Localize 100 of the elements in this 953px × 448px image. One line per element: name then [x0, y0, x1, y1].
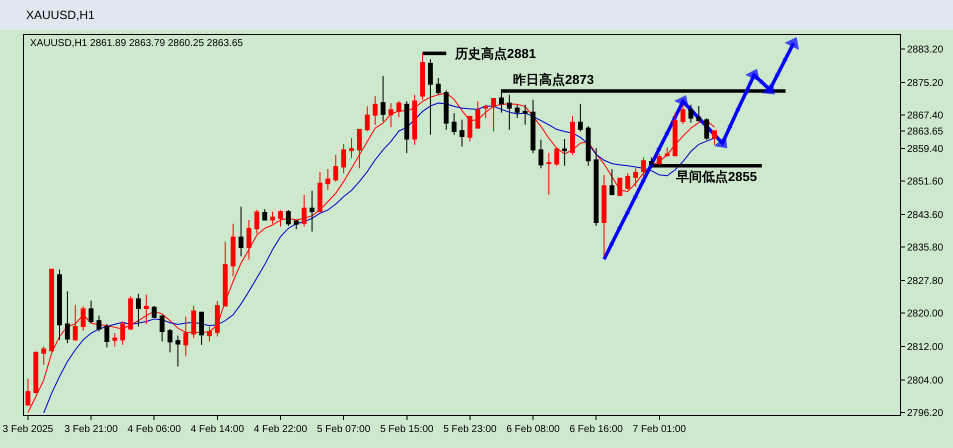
x-tick-label: 5 Feb 23:00: [443, 424, 498, 435]
candlestick: [238, 206, 244, 257]
y-tick-label: 2827.80: [907, 276, 944, 288]
candlestick: [428, 58, 433, 136]
candlestick: [530, 99, 536, 154]
candlestick: [538, 139, 544, 169]
candlestick: [562, 138, 568, 166]
candlestick: [286, 209, 291, 226]
candlestick: [506, 94, 512, 130]
candlestick: [246, 219, 252, 260]
candlestick: [380, 75, 386, 122]
candlestick: [610, 168, 614, 196]
candlestick: [664, 146, 670, 158]
y-tick-label: 2796.20: [907, 408, 944, 419]
candlestick: [680, 104, 686, 124]
candlestick: [349, 138, 354, 159]
x-tick-label: 5 Feb 15:00: [380, 424, 434, 435]
candlestick: [136, 293, 141, 327]
candlestick: [64, 290, 70, 344]
candlestick: [625, 172, 630, 190]
candlestick: [475, 100, 480, 130]
candlestick: [302, 194, 307, 228]
candlestick: [175, 335, 180, 368]
candlestick: [325, 168, 330, 190]
chart-title: XAUUSD,H1: [26, 8, 96, 22]
x-tick-label: 3 Feb 21:00: [64, 424, 118, 435]
candlestick: [341, 143, 346, 174]
y-tick-label: 2820.00: [907, 308, 944, 320]
candlestick: [372, 95, 378, 126]
candlestick: [404, 100, 410, 154]
candlestick: [120, 320, 126, 346]
chart-subtitle: XAUUSD,H1 2861.89 2863.79 2860.25 2863.65: [30, 38, 244, 49]
candlestick: [207, 326, 212, 342]
candlestick: [483, 104, 488, 119]
annotation: 昨日高点2873: [513, 72, 594, 87]
candlestick: [168, 328, 172, 353]
candlestick: [310, 190, 314, 232]
y-tick-label: 2875.20: [907, 78, 944, 90]
candlestick: [88, 300, 94, 324]
candlestick: [80, 306, 86, 332]
x-tick-label: 7 Feb 01:00: [632, 424, 686, 435]
candlestick: [594, 148, 599, 226]
candlestick: [294, 220, 299, 230]
candlestick: [318, 171, 322, 213]
candlestick: [128, 296, 133, 330]
candlestick: [333, 154, 338, 182]
x-tick-label: 3 Feb 2025: [2, 424, 54, 435]
annotation: 早间低点2855: [675, 169, 757, 184]
candlestick: [546, 152, 552, 196]
annotation: 历史高点2881: [454, 46, 536, 61]
candlestick: [467, 116, 472, 142]
candlestick: [656, 154, 662, 166]
candlestick: [270, 211, 276, 224]
x-tick-label: 5 Feb 07:00: [316, 424, 371, 435]
candlestick: [96, 315, 102, 332]
x-tick-label: 4 Feb 06:00: [128, 424, 182, 435]
candlestick: [460, 119, 464, 147]
point: [759, 79, 764, 84]
candlestick: [160, 314, 165, 342]
candlestick: [356, 128, 362, 169]
candlestick: [49, 268, 54, 352]
x-tick-label: 6 Feb 08:00: [506, 424, 560, 435]
candlestick: [617, 178, 622, 197]
candlestick: [444, 90, 449, 130]
y-tick-label: 2859.40: [907, 144, 944, 156]
candlestick: [602, 174, 606, 257]
candlestick: [57, 269, 62, 340]
candlestick: [222, 241, 228, 307]
candlestick: [214, 300, 220, 337]
candlestick: [152, 306, 157, 319]
candlestick: [144, 294, 149, 324]
candlestick: [641, 156, 646, 178]
candlestick: [522, 104, 528, 126]
candlestick: [491, 98, 496, 132]
x-tick-label: 4 Feb 14:00: [190, 424, 244, 435]
candlestick: [278, 210, 283, 228]
candlestick: [199, 311, 204, 346]
candlestick: [633, 168, 638, 188]
y-tick-label: 2812.00: [907, 342, 944, 354]
candlestick: [514, 104, 520, 119]
candlestick: [33, 351, 38, 394]
candlestick: [112, 332, 118, 348]
y-tick-label: 2867.40: [907, 110, 944, 122]
y-tick-label: 2851.60: [907, 176, 944, 188]
y-tick-label: 2883.20: [907, 44, 944, 56]
y-tick-label: 2843.60: [907, 210, 944, 222]
candlestick: [578, 103, 583, 132]
candlestick: [436, 78, 441, 96]
candlestick: [396, 100, 402, 118]
y-tick-label: 2863.65: [907, 126, 944, 138]
candlestick: [570, 116, 575, 156]
candlestick: [41, 346, 46, 366]
candlestick: [554, 148, 560, 166]
candlestick: [183, 316, 188, 356]
candlestick: [364, 106, 370, 132]
candlestick: [262, 208, 268, 221]
x-tick-label: 4 Feb 22:00: [254, 424, 308, 435]
x-tick-label: 6 Feb 16:00: [569, 424, 624, 435]
candlestick: [452, 112, 457, 136]
y-tick-label: 2804.00: [907, 375, 944, 386]
